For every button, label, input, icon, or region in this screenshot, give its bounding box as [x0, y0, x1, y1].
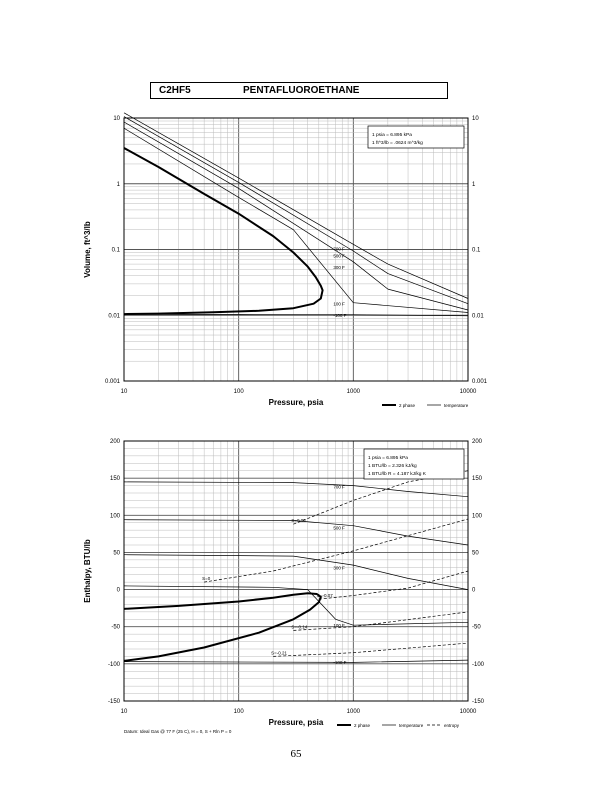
series-label: S=-0.14	[291, 624, 307, 629]
y-tick-label-left: 150	[110, 476, 121, 482]
series-label: -100 F	[333, 313, 346, 318]
y-tick-label-left: 0.1	[112, 248, 121, 254]
temperature-line	[123, 519, 469, 546]
series-label: 500 F	[333, 253, 345, 258]
y-axis-label: Volume, ft^3/lb	[83, 221, 92, 278]
x-tick-label: 10000	[460, 709, 477, 715]
series-label: S=-0.21	[271, 650, 287, 655]
conversion-text: 1 psia = 6.895 kPa	[372, 132, 412, 138]
chart-title-box: C2HF5 PENTAFLUOROETHANE	[150, 82, 448, 99]
y-tick-label-left: 1	[117, 182, 121, 188]
y-tick-label-right: 150	[472, 476, 483, 482]
series-label: S=-0.07	[317, 593, 333, 598]
temperature-line	[123, 112, 469, 299]
y-tick-label-left: -50	[111, 625, 120, 631]
legend-label: 2 phase	[399, 403, 416, 408]
y-tick-label-right: -100	[472, 662, 485, 668]
series-label: 300 F	[333, 565, 345, 570]
entropy-line	[204, 518, 469, 583]
series-label: 100 F	[333, 301, 345, 306]
y-tick-label-right: 0.1	[472, 248, 481, 254]
entropy-line	[318, 570, 469, 600]
legend-label: entropy	[444, 723, 460, 728]
y-tick-label-left: 100	[110, 513, 121, 519]
conversion-text: 1 ft^3/lb = .0624 m^3/kg	[372, 140, 423, 146]
series-label: 700 F	[333, 485, 345, 490]
conversion-box	[367, 125, 465, 149]
y-tick-label-left: 50	[113, 550, 120, 556]
x-tick-label: 1000	[347, 389, 361, 395]
y-tick-label-left: 200	[110, 439, 121, 445]
temperature-line	[124, 314, 469, 317]
x-tick-label: 10	[121, 389, 128, 395]
legend-label: 2 phase	[354, 723, 371, 728]
y-tick-label-right: 0	[472, 588, 476, 594]
y-tick-label-left: -100	[108, 662, 121, 668]
entropy-line	[293, 611, 469, 631]
two-phase-curve	[123, 147, 324, 316]
y-tick-label-right: 200	[472, 439, 483, 445]
legend-label: temperature	[399, 723, 424, 728]
series-label: S=0	[202, 576, 211, 581]
y-tick-label-right: 0.001	[472, 379, 488, 385]
y-tick-label-left: -150	[108, 699, 121, 705]
y-tick-label-left: 0	[117, 588, 121, 594]
temperature-line	[123, 481, 469, 498]
plot-frame	[123, 117, 469, 382]
x-tick-label: 10	[121, 709, 128, 715]
x-axis-label: Pressure, psia	[269, 718, 324, 727]
temperature-line	[123, 116, 469, 305]
series-label: 700 F	[333, 246, 345, 251]
y-tick-label-right: 0.01	[472, 313, 484, 319]
conversion-text: 1 BTU/lb = 2.326 kJ/kg	[368, 463, 417, 469]
x-tick-label: 10000	[460, 389, 477, 395]
temperature-line	[123, 659, 469, 663]
x-tick-label: 100	[234, 709, 245, 715]
y-tick-label-right: 50	[472, 550, 479, 556]
chart-title-name: PENTAFLUOROETHANE	[243, 85, 360, 96]
y-tick-label-right: 10	[472, 116, 479, 122]
page-number: 65	[290, 748, 302, 760]
y-tick-label-right: 100	[472, 513, 483, 519]
conversion-text: 1 psia = 6.895 kPa	[368, 455, 408, 461]
y-tick-label-right: -50	[472, 625, 481, 631]
x-tick-label: 100	[234, 389, 245, 395]
y-tick-label-left: 0.001	[105, 379, 121, 385]
y-tick-label-right: -150	[472, 699, 485, 705]
series-label: -100 F	[333, 660, 346, 665]
y-tick-label-right: 1	[472, 182, 476, 188]
entropy-line	[273, 642, 469, 657]
y-tick-label-left: 0.01	[108, 313, 120, 319]
series-label: 500 F	[333, 525, 345, 530]
series-label: S=0.08	[291, 518, 306, 523]
series-label: 100 F	[333, 623, 345, 628]
conversion-box	[363, 448, 465, 480]
temperature-line	[123, 127, 469, 313]
temperature-line	[123, 585, 469, 626]
temperature-line	[123, 121, 469, 311]
y-tick-label-left: 10	[113, 116, 120, 122]
series-label: 300 F	[333, 265, 345, 270]
x-axis-label: Pressure, psia	[269, 398, 324, 407]
two-phase-curve	[123, 592, 322, 662]
chart-title-formula: C2HF5	[159, 85, 191, 96]
y-axis-label: Enthalpy, BTU/lb	[83, 539, 92, 603]
datum-footnote: Datum: Ideal Gas @ 77 F (25 C), H = 0, S…	[124, 729, 232, 734]
legend-label: temperature	[444, 403, 469, 408]
x-tick-label: 1000	[347, 709, 361, 715]
conversion-text: 1 BTU/lb R = 4.187 kJ/kg K	[368, 471, 427, 477]
